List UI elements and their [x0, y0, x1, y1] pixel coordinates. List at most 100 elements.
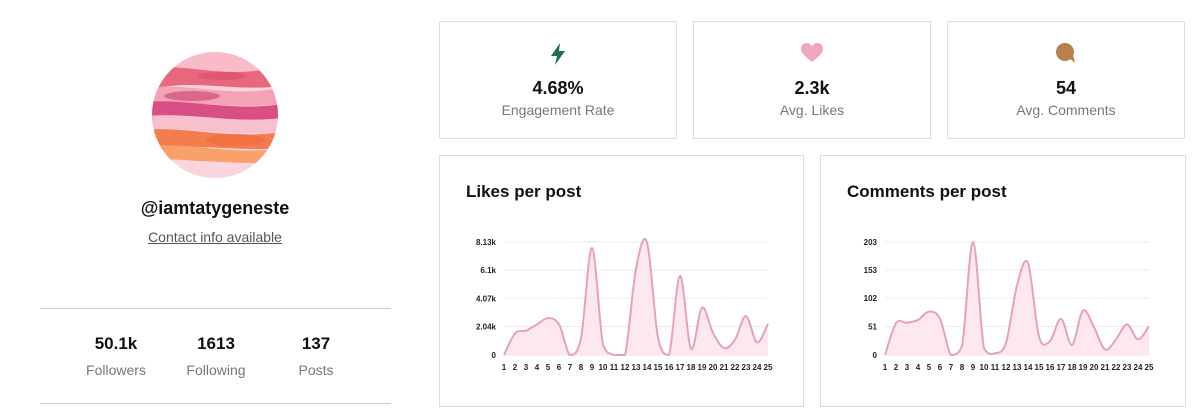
comments-chart-x-tick-label: 6 — [938, 363, 943, 372]
comments-chart-x-tick-label: 12 — [1002, 363, 1011, 372]
comments-chart-data-point[interactable] — [939, 318, 941, 320]
comments-chart-x-tick-label: 21 — [1101, 363, 1110, 372]
likes-chart-y-tick-label: 6.1k — [480, 266, 496, 275]
comments-chart-x-tick-label: 17 — [1057, 363, 1066, 372]
comments-chart-data-point[interactable] — [1104, 348, 1106, 350]
posts-label: Posts — [298, 362, 334, 378]
likes-chart-area-fill — [504, 238, 768, 355]
comments-chart-data-point[interactable] — [1027, 262, 1029, 264]
comments-chart-data-point[interactable] — [972, 241, 974, 243]
likes-chart-x-tick-label: 1 — [502, 363, 507, 372]
comments-chart-data-point[interactable] — [1126, 323, 1128, 325]
comments-chart-data-point[interactable] — [961, 345, 963, 347]
stat-posts: 137 Posts — [256, 334, 376, 378]
comments-chart-data-point[interactable] — [1082, 309, 1084, 311]
likes-chart-y-tick-label: 0 — [492, 351, 497, 360]
following-label: Following — [186, 362, 246, 378]
comments-chart-data-point[interactable] — [906, 322, 908, 324]
comments-chart-data-point[interactable] — [1038, 336, 1040, 338]
likes-chart-data-point[interactable] — [613, 354, 615, 356]
comments-chart-data-point[interactable] — [1115, 338, 1117, 340]
comments-chart-data-point[interactable] — [1071, 344, 1073, 346]
likes-chart-data-point[interactable] — [679, 275, 681, 277]
likes-chart-data-point[interactable] — [558, 323, 560, 325]
comments-chart-data-point[interactable] — [983, 347, 985, 349]
likes-chart-x-tick-label: 11 — [610, 363, 619, 372]
likes-chart-data-point[interactable] — [547, 317, 549, 319]
likes-chart-data-point[interactable] — [569, 354, 571, 356]
likes-chart-data-point[interactable] — [657, 337, 659, 339]
comments-chart-data-point[interactable] — [1016, 284, 1018, 286]
comments-chart-data-point[interactable] — [895, 322, 897, 324]
likes-chart-data-point[interactable] — [767, 323, 769, 325]
likes-chart-data-point[interactable] — [580, 337, 582, 339]
comments-chart-x-tick-label: 18 — [1068, 363, 1077, 372]
followers-count: 50.1k — [94, 334, 138, 353]
likes-chart-data-point[interactable] — [525, 330, 527, 332]
comments-chart-data-point[interactable] — [1049, 340, 1051, 342]
avg-likes-value: 2.3k — [794, 78, 830, 98]
comments-chart-x-tick-label: 24 — [1134, 363, 1143, 372]
likes-chart-data-point[interactable] — [668, 354, 670, 356]
likes-chart-x-tick-label: 22 — [731, 363, 740, 372]
avg-likes-card: 2.3k Avg. Likes — [693, 21, 931, 139]
likes-chart-x-tick-label: 15 — [654, 363, 663, 372]
likes-chart-x-tick-label: 7 — [568, 363, 573, 372]
likes-chart-x-tick-label: 20 — [709, 363, 718, 372]
comments-chart-x-tick-label: 13 — [1013, 363, 1022, 372]
avg-comments-label: Avg. Comments — [1016, 102, 1116, 118]
profile-handle: @iamtatygeneste — [140, 198, 290, 218]
likes-chart-data-point[interactable] — [745, 315, 747, 317]
comments-chart-data-point[interactable] — [950, 354, 952, 356]
likes-chart-x-tick-label: 18 — [687, 363, 696, 372]
comments-chart-x-tick-label: 10 — [980, 363, 989, 372]
avg-comments-card: 54 Avg. Comments — [947, 21, 1185, 139]
comments-chart-data-point[interactable] — [884, 354, 886, 356]
likes-chart-data-point[interactable] — [723, 347, 725, 349]
comments-chart-data-point[interactable] — [1005, 342, 1007, 344]
comments-chart-x-tick-label: 25 — [1145, 363, 1154, 372]
likes-chart-data-point[interactable] — [646, 241, 648, 243]
likes-chart-data-point[interactable] — [734, 339, 736, 341]
likes-chart-data-point[interactable] — [503, 354, 505, 356]
likes-chart-data-point[interactable] — [591, 247, 593, 249]
likes-chart-data-point[interactable] — [690, 348, 692, 350]
likes-chart-x-tick-label: 24 — [753, 363, 762, 372]
lightning-icon — [440, 42, 676, 66]
likes-chart-data-point[interactable] — [602, 344, 604, 346]
likes-chart-data-point[interactable] — [635, 268, 637, 270]
likes-chart-data-point[interactable] — [701, 307, 703, 309]
likes-chart-data-point[interactable] — [536, 323, 538, 325]
comments-chart-data-point[interactable] — [1148, 325, 1150, 327]
contact-info-link[interactable]: Contact info available — [148, 229, 282, 245]
likes-chart-data-point[interactable] — [624, 354, 626, 356]
avg-likes-label: Avg. Likes — [779, 102, 845, 118]
likes-chart-x-tick-label: 2 — [513, 363, 518, 372]
comments-chart-data-point[interactable] — [917, 319, 919, 321]
likes-chart-card: Likes per post 0 2.04k 4.07k 6.1k 8.13k 1 2 3 4 5… — [439, 155, 804, 407]
likes-chart-x-tick-label: 3 — [524, 363, 529, 372]
likes-chart-series-line — [503, 238, 769, 357]
comments-chart-x-tick-label: 16 — [1046, 363, 1055, 372]
likes-chart-data-point[interactable] — [712, 332, 714, 334]
likes-chart-data-point[interactable] — [756, 341, 758, 343]
comments-chart-x-tick-label: 5 — [927, 363, 932, 372]
comments-chart-title: Comments per post — [847, 182, 1007, 201]
comments-chart-y-tick-label: 102 — [864, 294, 878, 303]
likes-chart-x-tick-label: 6 — [557, 363, 562, 372]
comments-chart-y-tick-label: 0 — [873, 351, 878, 360]
avatar[interactable] — [152, 52, 278, 178]
comments-chart-data-point[interactable] — [994, 352, 996, 354]
comments-chart-data-point[interactable] — [928, 311, 930, 313]
likes-chart-x-tick-label: 9 — [590, 363, 595, 372]
comments-chart-data-point[interactable] — [1093, 326, 1095, 328]
engagement-rate-label: Engagement Rate — [501, 102, 615, 118]
likes-chart-x-tick-label: 19 — [698, 363, 707, 372]
likes-chart-x-tick-label: 21 — [720, 363, 729, 372]
comments-chart-data-point[interactable] — [1137, 338, 1139, 340]
comments-chart-data-point[interactable] — [1060, 318, 1062, 320]
likes-chart-data-point[interactable] — [514, 332, 516, 334]
stat-followers: 50.1k Followers — [56, 334, 176, 378]
